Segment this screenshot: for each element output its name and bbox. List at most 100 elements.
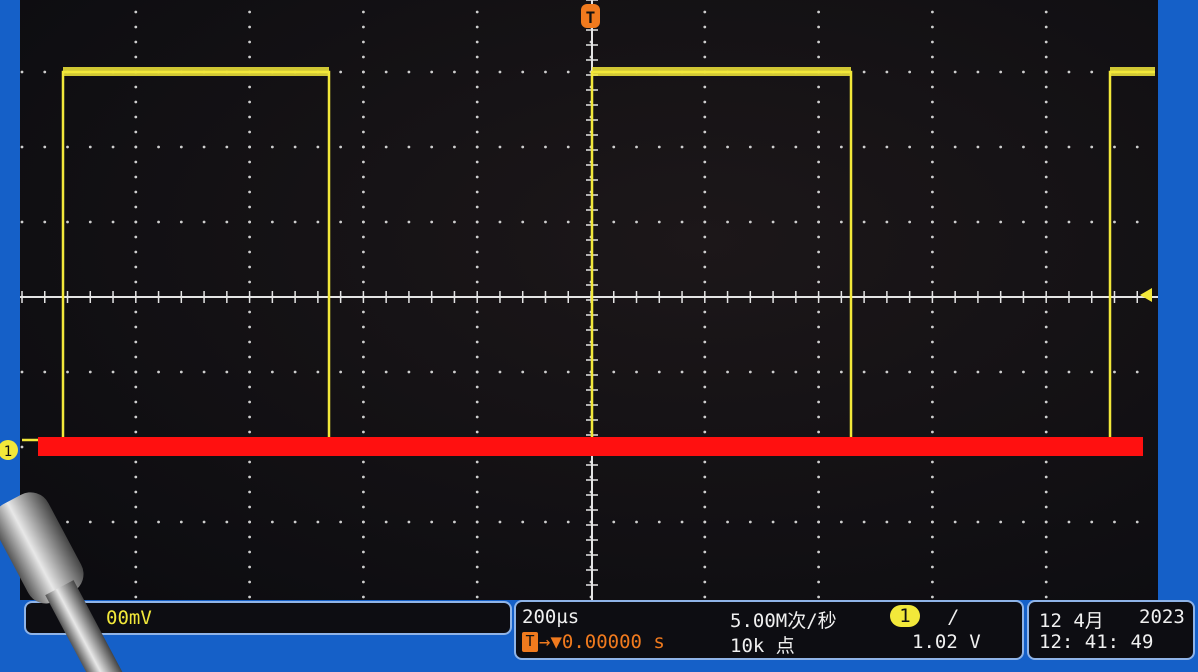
grid-dot [362,505,365,509]
grid-dot [157,370,160,374]
grid-dot [703,100,707,104]
grid-dot [931,175,934,179]
grid-dot [748,370,752,374]
grid-dot [1090,220,1094,224]
grid-dot [703,535,707,539]
grid-dot [362,340,365,344]
grid-dot [931,55,934,59]
grid-dot [134,370,138,374]
grid-dot [703,490,707,494]
grid-dot [134,430,138,434]
grid-dot [179,220,183,224]
grid-dot [748,145,752,149]
grid-dot [931,25,934,29]
grid-dot [111,220,115,224]
grid-dot [43,370,47,374]
year: 2023 [1139,606,1185,628]
grid-dot [544,70,547,74]
grid-dot [703,340,707,344]
grid-dot [362,40,365,44]
grid-dot [885,145,889,149]
grid-dot [1090,520,1094,524]
grid-dot [1044,535,1048,539]
grid-dot [134,160,138,164]
grid-dot [407,220,411,224]
grid-dot [1044,70,1048,74]
grid-dot [931,235,934,239]
grid-dot [862,370,866,374]
grid-dot [498,220,502,224]
grid-dot [66,145,69,149]
grid-dot [862,520,866,524]
grid-dot [1044,475,1048,479]
channel-1-ground-marker[interactable]: 1 [0,440,18,460]
svg-text:1: 1 [4,444,12,460]
grid-dot [817,205,820,209]
grid-dot [817,25,820,29]
grid-dot [475,550,479,554]
grid-dot [885,520,889,524]
grid-dot [20,220,24,224]
grid-dot [703,460,707,464]
grid-dot [999,145,1003,149]
grid-dot [362,520,365,524]
grid-dot [1044,115,1048,119]
grid-dot [134,220,138,224]
grid-dot [134,355,138,359]
grid-dot [999,220,1003,224]
grid-dot [703,400,707,404]
grid-dot [771,220,775,224]
grid-dot [270,370,274,374]
grid-dot [1044,130,1048,134]
grid-dot [362,490,365,494]
grid-dot [999,70,1003,74]
grid-dot [817,505,820,509]
grid-dot [248,40,252,44]
grid-dot [475,400,479,404]
grid-dot [817,595,820,599]
grid-dot [475,235,479,239]
grid-dot [703,85,707,89]
grid-dot [612,370,616,374]
grid-dot [817,430,820,434]
grid-dot [1022,520,1025,524]
grid-dot [66,220,69,224]
grid-dot [20,145,24,149]
grid-dot [657,520,661,524]
grid-dot [407,370,411,374]
grid-dot [817,235,820,239]
grid-dot [362,475,365,479]
grid-dot [908,520,912,524]
grid-dot [225,220,229,224]
grid-dot [1044,565,1048,569]
date: 12 4月 [1039,610,1104,632]
grid-dot [703,145,707,149]
grid-dot [179,145,183,149]
grid-dot [544,520,547,524]
grid-dot [248,535,252,539]
grid-dot [976,220,980,224]
trigger-marker[interactable]: T [581,4,600,28]
grid-dot [817,190,820,194]
trigger-slope-icon: / [948,606,960,628]
grid-dot [362,130,365,134]
grid-dot [521,70,525,74]
grid-dot [362,235,365,239]
grid-dot [475,55,479,59]
grid-dot [1044,235,1048,239]
grid-dot [931,370,934,374]
grid-dot [362,25,365,29]
grid-dot [817,400,820,404]
grid-dot [1135,220,1139,224]
grid-dot [475,250,479,254]
grid-dot [1113,145,1116,149]
grid-dot [134,235,138,239]
trigger-position-icon: T [522,632,538,652]
grid-dot [134,565,138,569]
grid-dot [498,145,502,149]
grid-dot [1067,520,1071,524]
grid-dot [703,220,707,224]
grid-dot [1135,145,1139,149]
grid-dot [703,415,707,419]
grid-dot [248,595,252,599]
